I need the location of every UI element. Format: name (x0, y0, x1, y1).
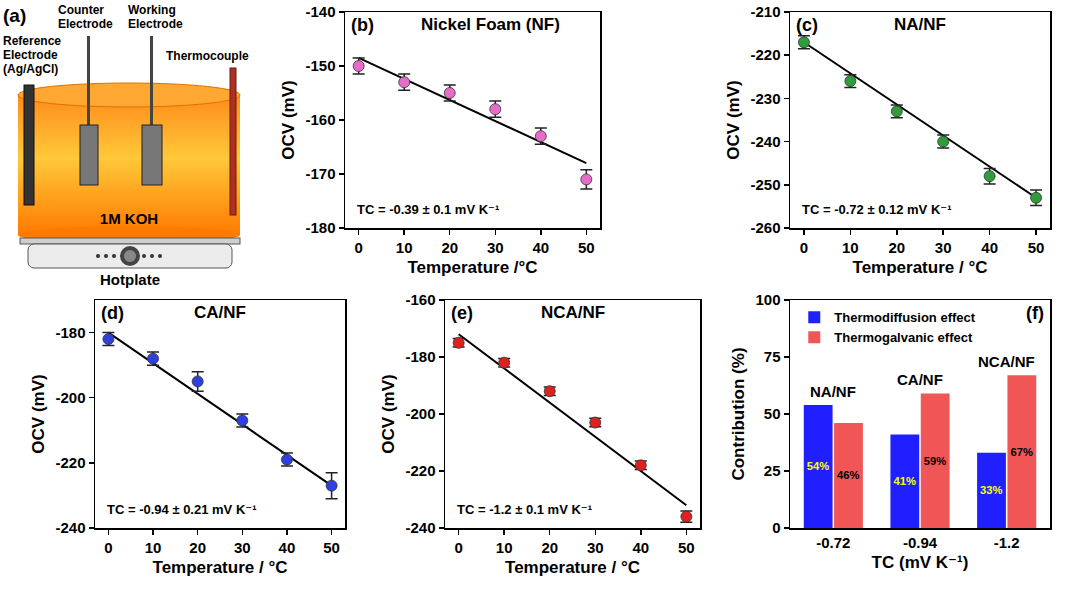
svg-text:25: 25 (764, 462, 781, 479)
svg-text:33%: 33% (980, 484, 1002, 496)
svg-text:-1.2: -1.2 (994, 534, 1020, 551)
svg-text:Thermocouple: Thermocouple (166, 49, 249, 63)
svg-text:50: 50 (578, 239, 595, 256)
svg-text:-260: -260 (750, 219, 780, 236)
svg-text:-200: -200 (405, 405, 435, 422)
svg-text:Electrode: Electrode (3, 48, 58, 62)
svg-text:(d): (d) (101, 303, 124, 323)
svg-text:-240: -240 (750, 133, 780, 150)
svg-text:-160: -160 (305, 111, 335, 128)
svg-text:TC (mV K⁻¹): TC (mV K⁻¹) (872, 553, 969, 572)
svg-text:1M KOH: 1M KOH (100, 210, 158, 227)
svg-text:NA/NF: NA/NF (894, 15, 946, 34)
svg-text:0: 0 (454, 539, 462, 556)
svg-text:(c): (c) (796, 15, 818, 35)
svg-text:-180: -180 (305, 219, 335, 236)
svg-text:20: 20 (441, 239, 458, 256)
svg-text:-240: -240 (55, 519, 85, 536)
svg-text:-140: -140 (305, 3, 335, 20)
svg-text:-0.94: -0.94 (903, 534, 938, 551)
svg-text:40: 40 (279, 539, 296, 556)
svg-text:0: 0 (800, 239, 808, 256)
svg-text:-220: -220 (750, 46, 780, 63)
svg-text:50: 50 (764, 405, 781, 422)
svg-text:-200: -200 (55, 389, 85, 406)
svg-text:(e): (e) (451, 303, 473, 323)
svg-text:(b): (b) (351, 15, 374, 35)
svg-text:Thermodiffusion effect: Thermodiffusion effect (834, 310, 976, 325)
svg-text:(a): (a) (3, 5, 26, 26)
svg-text:TC = -1.2 ± 0.1 mV K⁻¹: TC = -1.2 ± 0.1 mV K⁻¹ (457, 502, 592, 517)
svg-text:0: 0 (354, 239, 362, 256)
svg-text:40: 40 (532, 239, 549, 256)
svg-text:-250: -250 (750, 176, 780, 193)
svg-text:Counter: Counter (58, 3, 104, 17)
svg-text:Temperature / °C: Temperature / °C (853, 258, 988, 277)
svg-text:30: 30 (234, 539, 251, 556)
svg-text:41%: 41% (893, 475, 915, 487)
svg-text:-170: -170 (305, 165, 335, 182)
svg-text:40: 40 (981, 239, 998, 256)
svg-text:10: 10 (396, 239, 413, 256)
svg-text:Temperature / °C: Temperature / °C (153, 558, 288, 577)
svg-text:-210: -210 (750, 3, 780, 20)
svg-text:Electrode: Electrode (128, 17, 183, 31)
svg-text:46%: 46% (837, 469, 859, 481)
svg-text:50: 50 (678, 539, 695, 556)
svg-text:-240: -240 (405, 519, 435, 536)
svg-text:-150: -150 (305, 57, 335, 74)
svg-text:-220: -220 (55, 454, 85, 471)
svg-text:20: 20 (189, 539, 206, 556)
svg-text:50: 50 (323, 539, 340, 556)
svg-text:Nickel Foam (NF): Nickel Foam (NF) (421, 15, 560, 34)
svg-text:TC = -0.94 ± 0.21 mV K⁻¹: TC = -0.94 ± 0.21 mV K⁻¹ (107, 502, 256, 517)
svg-text:0: 0 (104, 539, 112, 556)
svg-text:30: 30 (587, 539, 604, 556)
svg-text:20: 20 (888, 239, 905, 256)
svg-text:OCV (mV): OCV (mV) (29, 374, 48, 453)
svg-text:-180: -180 (405, 348, 435, 365)
svg-text:CA/NF: CA/NF (194, 303, 246, 322)
svg-text:40: 40 (632, 539, 649, 556)
svg-text:50: 50 (1028, 239, 1045, 256)
svg-text:TC = -0.39 ± 0.1 mV K⁻¹: TC = -0.39 ± 0.1 mV K⁻¹ (357, 202, 499, 217)
svg-text:OCV (mV): OCV (mV) (724, 80, 743, 159)
svg-text:30: 30 (935, 239, 952, 256)
svg-text:NCA/NF: NCA/NF (978, 353, 1035, 370)
svg-text:67%: 67% (1010, 446, 1032, 458)
svg-text:75: 75 (764, 348, 781, 365)
svg-text:NCA/NF: NCA/NF (541, 303, 605, 322)
svg-text:CA/NF: CA/NF (897, 371, 943, 388)
svg-text:(Ag/AgCl): (Ag/AgCl) (3, 62, 58, 76)
svg-text:Working: Working (128, 3, 176, 17)
svg-text:Hotplate: Hotplate (100, 271, 160, 288)
svg-text:54%: 54% (807, 460, 829, 472)
svg-text:Temperature / °C: Temperature / °C (505, 558, 640, 577)
svg-text:30: 30 (487, 239, 504, 256)
svg-text:100: 100 (755, 291, 780, 308)
svg-text:0: 0 (772, 519, 780, 536)
svg-text:-160: -160 (405, 291, 435, 308)
svg-text:Electrode: Electrode (58, 17, 113, 31)
svg-text:Contribution (%): Contribution (%) (729, 347, 748, 480)
svg-text:10: 10 (496, 539, 513, 556)
svg-text:Reference: Reference (3, 34, 61, 48)
svg-text:59%: 59% (924, 455, 946, 467)
svg-text:Temperature /°C: Temperature /°C (407, 258, 537, 277)
svg-text:-180: -180 (55, 324, 85, 341)
svg-text:OCV (mV): OCV (mV) (379, 374, 398, 453)
svg-text:20: 20 (541, 539, 558, 556)
svg-text:NA/NF: NA/NF (810, 383, 856, 400)
svg-text:-0.72: -0.72 (816, 534, 850, 551)
svg-text:OCV (mV): OCV (mV) (279, 80, 298, 159)
svg-text:TC = -0.72 ± 0.12 mV K⁻¹: TC = -0.72 ± 0.12 mV K⁻¹ (802, 202, 951, 217)
svg-text:10: 10 (145, 539, 162, 556)
svg-text:-230: -230 (750, 90, 780, 107)
svg-text:-220: -220 (405, 462, 435, 479)
svg-text:(f): (f) (1026, 303, 1044, 323)
svg-text:10: 10 (842, 239, 859, 256)
svg-text:Thermogalvanic effect: Thermogalvanic effect (834, 330, 973, 345)
